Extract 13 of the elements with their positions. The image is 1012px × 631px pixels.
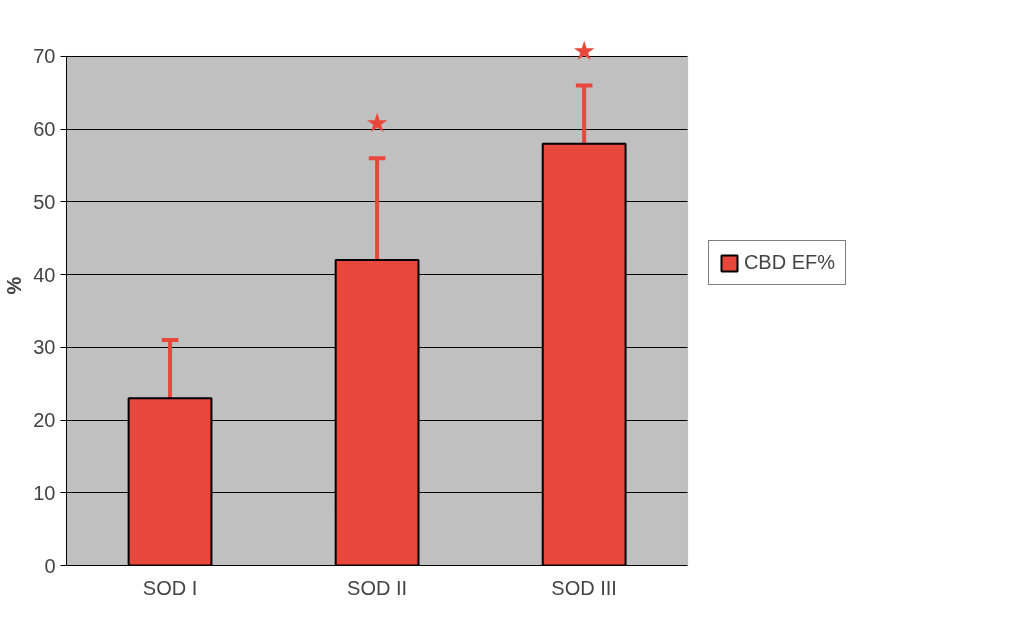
y-tick-label: 50 xyxy=(33,190,56,213)
y-tick-label: 10 xyxy=(33,481,56,504)
y-axis-title: % xyxy=(3,276,26,295)
legend-label: CBD EF% xyxy=(743,251,835,274)
y-tick-label: 40 xyxy=(33,263,56,286)
y-tick-label: 20 xyxy=(33,409,56,432)
x-tick-label: SOD II xyxy=(347,576,408,599)
y-tick-label: 30 xyxy=(33,336,56,359)
y-tick-label: 70 xyxy=(33,45,56,68)
y-tick-label: 60 xyxy=(33,118,56,141)
x-tick-label: SOD III xyxy=(551,576,617,599)
x-tick-label: SOD I xyxy=(142,576,198,599)
y-tick-label: 0 xyxy=(44,554,56,577)
